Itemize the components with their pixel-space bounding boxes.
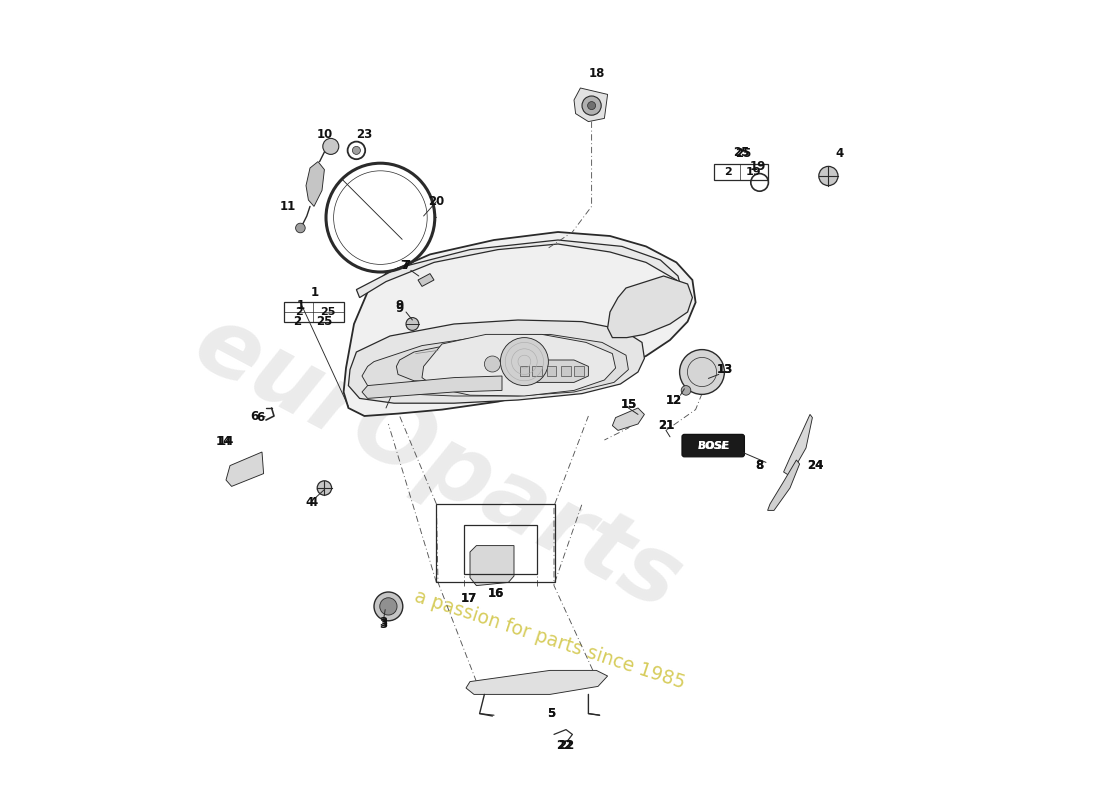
Text: 5: 5	[548, 707, 556, 720]
Text: 2: 2	[296, 307, 304, 317]
Circle shape	[296, 223, 305, 233]
Text: 13: 13	[716, 363, 733, 376]
Text: 25: 25	[733, 146, 749, 159]
Text: 24: 24	[807, 459, 824, 472]
Text: 16: 16	[487, 587, 504, 600]
Text: 15: 15	[620, 398, 637, 410]
Text: 17: 17	[460, 592, 476, 605]
Text: 8: 8	[756, 459, 763, 472]
Text: 12: 12	[666, 394, 682, 406]
Text: 16: 16	[487, 587, 504, 600]
Polygon shape	[510, 360, 588, 382]
Text: 22: 22	[557, 739, 572, 752]
Polygon shape	[574, 366, 584, 376]
Text: 23: 23	[356, 128, 373, 141]
Text: 4: 4	[836, 147, 844, 160]
Text: 12: 12	[666, 394, 682, 406]
Text: 25: 25	[320, 307, 336, 317]
Circle shape	[680, 350, 725, 394]
Text: 9: 9	[396, 302, 404, 314]
Text: BOSE: BOSE	[697, 441, 729, 450]
Text: 4: 4	[310, 496, 318, 509]
Polygon shape	[396, 346, 512, 382]
Text: 15: 15	[620, 398, 637, 410]
Text: 7: 7	[402, 259, 410, 272]
Text: 2: 2	[293, 315, 301, 328]
Circle shape	[406, 318, 419, 330]
Circle shape	[322, 138, 339, 154]
Circle shape	[582, 96, 602, 115]
Polygon shape	[356, 240, 682, 298]
Text: 17: 17	[460, 592, 476, 605]
Text: 9: 9	[396, 299, 404, 312]
Text: a passion for parts since 1985: a passion for parts since 1985	[412, 587, 688, 693]
Text: 5: 5	[548, 707, 556, 720]
Circle shape	[352, 146, 361, 154]
Text: 1: 1	[310, 286, 319, 299]
Polygon shape	[362, 334, 628, 396]
Circle shape	[587, 102, 595, 110]
Text: 25: 25	[736, 147, 751, 160]
Polygon shape	[783, 414, 813, 476]
Text: 14: 14	[218, 435, 234, 448]
Text: 6: 6	[256, 411, 264, 424]
Text: 3: 3	[379, 618, 387, 630]
Polygon shape	[349, 320, 645, 403]
Polygon shape	[532, 366, 542, 376]
Polygon shape	[418, 274, 434, 286]
Text: 2: 2	[724, 167, 732, 177]
Circle shape	[681, 386, 691, 395]
Text: 8: 8	[756, 459, 763, 472]
Polygon shape	[343, 232, 695, 416]
Text: 24: 24	[807, 459, 824, 472]
Polygon shape	[574, 88, 607, 122]
Circle shape	[317, 481, 331, 495]
Text: 19: 19	[746, 167, 761, 177]
Circle shape	[818, 166, 838, 186]
Text: 6: 6	[250, 410, 258, 422]
Text: eurOparts: eurOparts	[179, 297, 697, 631]
Text: 13: 13	[716, 363, 733, 376]
Text: 19: 19	[750, 160, 767, 173]
Polygon shape	[466, 670, 607, 694]
Polygon shape	[607, 276, 692, 338]
Text: 1: 1	[296, 299, 305, 312]
Polygon shape	[547, 366, 557, 376]
Polygon shape	[226, 452, 264, 486]
Circle shape	[379, 598, 397, 615]
Text: 18: 18	[588, 67, 605, 80]
Polygon shape	[768, 460, 800, 510]
Circle shape	[500, 338, 549, 386]
Text: 14: 14	[216, 435, 232, 448]
Text: 21: 21	[658, 419, 674, 432]
Text: 11: 11	[279, 200, 296, 213]
Text: 20: 20	[428, 195, 444, 208]
Text: 22: 22	[558, 739, 574, 752]
Polygon shape	[470, 546, 514, 586]
Text: 10: 10	[317, 128, 332, 141]
Text: 7: 7	[400, 259, 408, 272]
Text: BOSE: BOSE	[697, 441, 729, 450]
Polygon shape	[306, 162, 324, 206]
Text: 21: 21	[658, 419, 674, 432]
FancyBboxPatch shape	[682, 434, 745, 457]
Polygon shape	[561, 366, 571, 376]
Polygon shape	[519, 366, 529, 376]
Polygon shape	[362, 376, 502, 398]
Circle shape	[374, 592, 403, 621]
Circle shape	[484, 356, 500, 372]
Polygon shape	[422, 334, 616, 396]
Polygon shape	[613, 408, 645, 430]
Text: 4: 4	[306, 496, 315, 509]
Text: 3: 3	[379, 616, 387, 629]
Text: 25: 25	[316, 315, 332, 328]
